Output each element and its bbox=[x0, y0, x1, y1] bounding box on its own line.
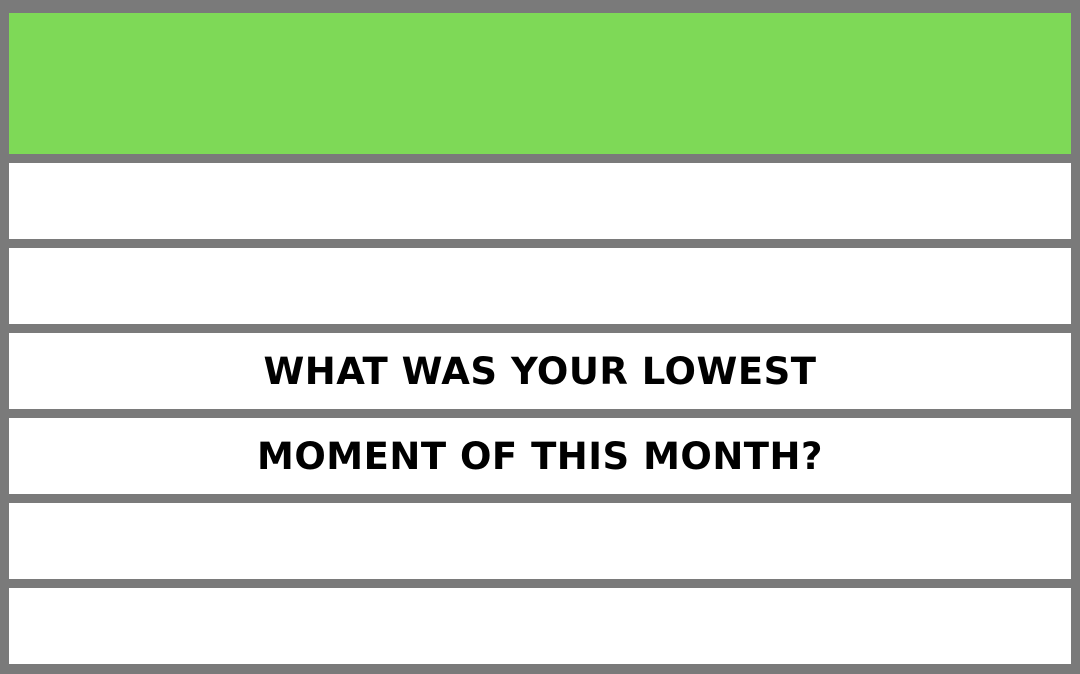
header-band bbox=[9, 13, 1071, 154]
blank-line-row bbox=[9, 163, 1071, 239]
question-line-1: WHAT WAS YOUR LOWEST bbox=[263, 349, 817, 393]
blank-line-row bbox=[9, 503, 1071, 579]
blank-line-row bbox=[9, 248, 1071, 324]
question-line-1-row: WHAT WAS YOUR LOWEST bbox=[9, 333, 1071, 409]
question-line-2: MOMENT OF THIS MONTH? bbox=[257, 434, 823, 478]
question-line-2-row: MOMENT OF THIS MONTH? bbox=[9, 418, 1071, 494]
blank-line-row bbox=[9, 588, 1071, 664]
